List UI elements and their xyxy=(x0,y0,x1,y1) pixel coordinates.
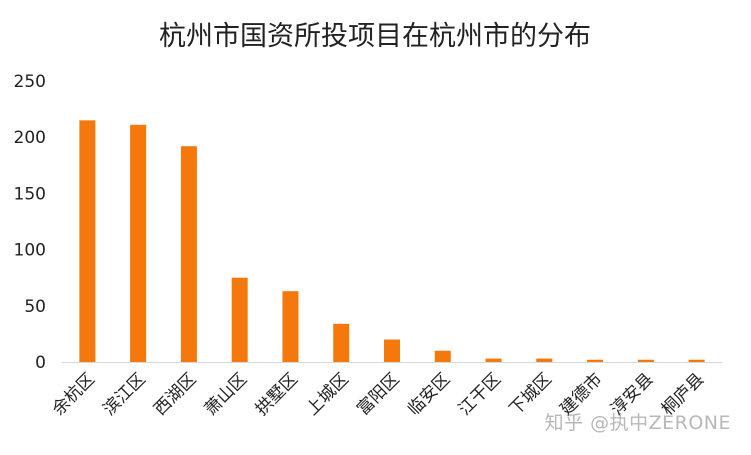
bar xyxy=(536,358,553,362)
x-tick-label: 滨江区 xyxy=(99,369,149,419)
x-tick-label: 临安区 xyxy=(404,369,454,419)
y-tick-label: 50 xyxy=(24,297,46,317)
bar xyxy=(434,350,451,362)
y-tick-label: 100 xyxy=(14,241,46,261)
x-tick-label: 拱墅区 xyxy=(252,369,302,419)
bar xyxy=(637,359,654,362)
x-tick-label: 西湖区 xyxy=(150,369,200,419)
chart-title: 杭州市国资所投项目在杭州市的分布 xyxy=(159,21,591,52)
bar xyxy=(688,359,705,362)
x-tick-label: 余杭区 xyxy=(49,369,99,419)
y-tick-label: 250 xyxy=(14,72,46,92)
bar xyxy=(587,359,604,362)
bar xyxy=(282,291,299,362)
bar xyxy=(333,323,350,362)
bar xyxy=(231,277,248,362)
bar xyxy=(384,339,400,362)
bars xyxy=(79,120,705,362)
bar xyxy=(130,124,147,362)
y-tick-label: 0 xyxy=(35,353,46,373)
x-tick-label: 江干区 xyxy=(455,369,505,419)
x-tick-label: 上城区 xyxy=(303,369,353,419)
y-tick-label: 150 xyxy=(14,184,46,204)
x-tick-label: 富阳区 xyxy=(353,369,403,419)
bar xyxy=(485,358,502,362)
bar xyxy=(180,146,197,362)
y-axis: 0 50 100 150 200 250 xyxy=(14,72,46,373)
bar xyxy=(79,120,96,362)
x-tick-label: 萧山区 xyxy=(201,369,251,419)
y-tick-label: 200 xyxy=(14,128,46,148)
watermark: 知乎 @执中ZERONE xyxy=(544,412,731,434)
